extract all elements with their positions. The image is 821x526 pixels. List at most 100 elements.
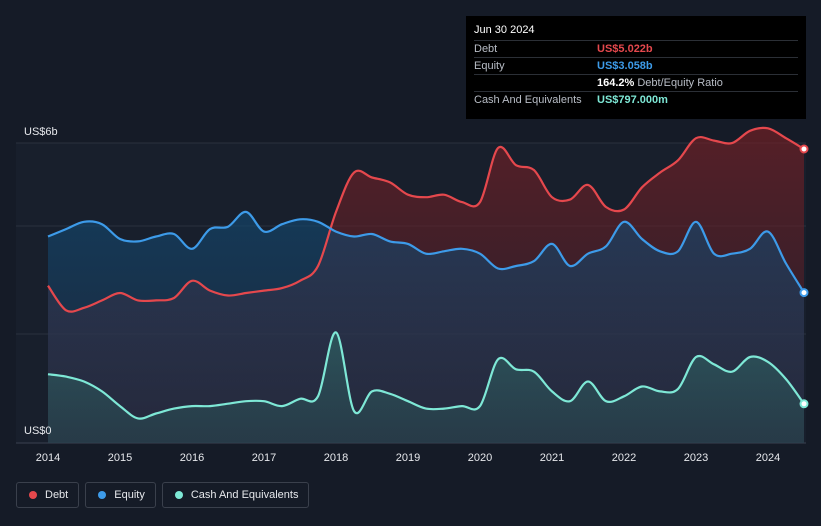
equity-point [677,251,679,253]
cash-point [389,393,391,395]
series-lines [47,126,805,420]
tooltip-debt-label: Debt [474,43,498,55]
debt-point [191,280,193,282]
cash-point [209,405,211,407]
equity-point [515,265,517,267]
legend-item-equity[interactable]: Equity [85,482,156,508]
equity-point [605,246,607,248]
debt-point [263,290,265,292]
series-areas [48,127,804,444]
equity-point [371,233,373,235]
cash-point [65,376,67,378]
x-tick-label-2020: 2020 [468,452,492,464]
x-tick-label-2024: 2024 [756,452,780,464]
equity-point [569,265,571,267]
debt-point [101,300,103,302]
equity-point [551,243,553,245]
debt-point [425,196,427,198]
cash-point [713,364,715,366]
cash-point [317,396,319,398]
x-axis-ticks: 2014 2015 2016 2017 2018 2019 2020 2021 2022 2023… [36,452,780,464]
x-tick-label-2017: 2017 [252,452,276,464]
debt-point [533,169,535,171]
x-tick-label-2021: 2021 [540,452,564,464]
cash-point [569,400,571,402]
debt-endpoint [799,144,809,154]
equity-point [641,238,643,240]
equity-point [623,221,625,223]
x-tick-label-2022: 2022 [612,452,636,464]
debt-point [47,285,49,287]
legend-cash-dot [174,491,183,499]
equity-point [695,221,697,223]
cash-point [137,418,139,420]
tooltip-row-cash: Cash And Equivalents US$797.000m [474,91,798,108]
equity-point [335,231,337,233]
debt-point [335,211,337,213]
series-endpoints [799,144,809,409]
tooltip-row-debt: Debt US$5.022b [474,40,798,57]
cash-point [587,381,589,383]
cash-point [173,408,175,410]
debt-point [677,160,679,162]
equity-point [659,251,661,253]
cash-point [299,398,301,400]
cash-point [767,361,769,363]
debt-point [551,196,553,198]
equity-point [497,268,499,270]
x-tick-label-2023: 2023 [684,452,708,464]
cash-point [425,408,427,410]
equity-point [767,231,769,233]
cash-point [641,386,643,388]
cash-point [101,391,103,393]
x-tick-label-2018: 2018 [324,452,348,464]
debt-point [227,295,229,297]
debt-point [461,201,463,203]
tooltip-equity-label: Equity [474,60,505,72]
debt-point [749,130,751,132]
equity-point [479,253,481,255]
equity-area [48,211,804,443]
debt-point [83,307,85,309]
debt-point [785,137,787,139]
cash-point [47,373,49,375]
debt-point [209,290,211,292]
cash-line [47,331,805,420]
debt-point [695,137,697,139]
equity-point [47,236,49,238]
legend-equity-label: Equity [114,489,145,501]
debt-point [767,128,769,130]
debt-line [47,126,805,313]
tooltip-row-ratio: 164.2% Debt/Equity Ratio [474,74,798,91]
cash-point [245,400,247,402]
cash-point [605,400,607,402]
debt-point [137,300,139,302]
legend-debt-label: Debt [45,489,69,501]
equity-point [83,221,85,223]
debt-point [281,287,283,289]
tooltip-ratio-label [474,75,597,91]
tooltip-cash-label: Cash And Equivalents [474,94,582,106]
debt-point [155,300,157,302]
equity-point [389,241,391,243]
debt-point [443,194,445,196]
debt-point [65,310,67,312]
tooltip-ratio-suffix: Debt/Equity Ratio [637,77,723,89]
debt-point [479,201,481,203]
cash-point [677,388,679,390]
cash-point [227,403,229,405]
legend-equity-dot [98,491,107,499]
debt-point [173,297,175,299]
cash-point [443,408,445,410]
tooltip-row-equity: Equity US$3.058b [474,57,798,74]
equity-endpoint [799,288,809,298]
cash-point [191,405,193,407]
debt-point [245,292,247,294]
debt-point [371,177,373,179]
cash-point [749,356,751,358]
equity-point [407,243,409,245]
cash-point [515,369,517,371]
debt-point [317,265,319,267]
legend-item-debt[interactable]: Debt [16,482,80,508]
legend-item-cash[interactable]: Cash And Equivalents [161,482,310,508]
